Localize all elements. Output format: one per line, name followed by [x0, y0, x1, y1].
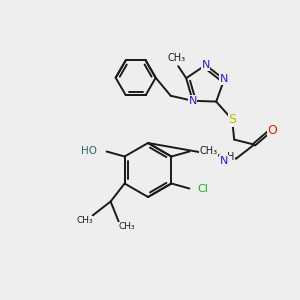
Text: N: N [202, 60, 210, 70]
Text: H: H [227, 152, 235, 162]
Text: N: N [220, 156, 228, 166]
Text: N: N [188, 96, 197, 106]
Text: O: O [267, 124, 277, 137]
Text: N: N [220, 74, 228, 85]
Text: Cl: Cl [197, 184, 208, 194]
Text: S: S [228, 113, 236, 126]
Text: CH₃: CH₃ [200, 146, 217, 157]
Text: CH₃: CH₃ [76, 216, 93, 225]
Text: CH₃: CH₃ [118, 222, 135, 231]
Text: HO: HO [81, 146, 97, 157]
Text: CH₃: CH₃ [167, 53, 185, 63]
